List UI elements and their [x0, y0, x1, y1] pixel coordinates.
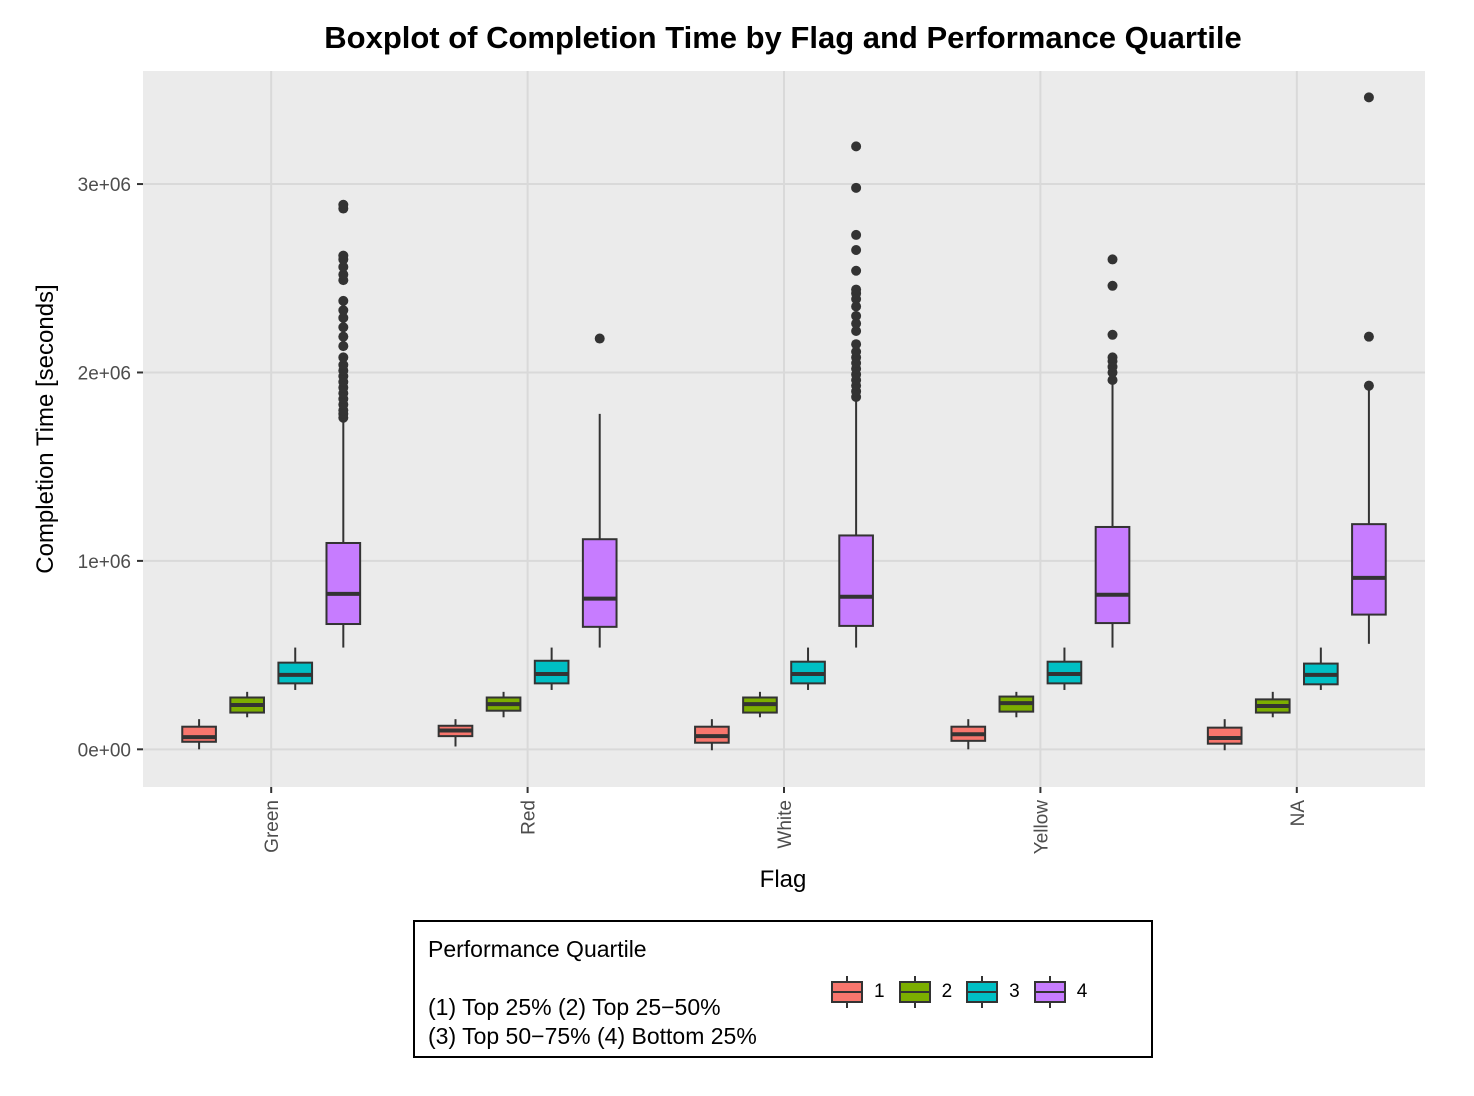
box-white-q1: [694, 719, 730, 751]
legend-key-label: 3: [1009, 981, 1020, 1002]
y-tick-label: 2e+06: [78, 363, 131, 384]
y-tick-label: 0e+00: [78, 740, 131, 761]
legend-key-label: 4: [1076, 981, 1088, 1002]
outlier-point: [1107, 329, 1118, 340]
legend-keys: 1 2 3 4: [829, 974, 1099, 1010]
outlier-point: [338, 305, 349, 316]
box-na-q2: [1254, 691, 1291, 718]
outlier-point: [1363, 380, 1374, 391]
outlier-point: [851, 141, 862, 152]
outlier-point: [1107, 280, 1118, 291]
outlier-point: [851, 339, 862, 350]
outlier-point: [594, 333, 605, 344]
y-tick-label: 1e+06: [78, 552, 131, 573]
legend-swatch: [898, 976, 931, 1008]
legend-note-line-1: (1) Top 25% (2) Top 25−50%: [428, 994, 721, 1020]
outlier-point: [851, 310, 862, 321]
box-na-q4: [1351, 92, 1387, 644]
box-body: [181, 725, 217, 743]
box-white-q3: [790, 647, 826, 690]
box-yellow-q3: [1046, 647, 1083, 690]
boxes: [181, 92, 1387, 751]
x-tick-label: Red: [519, 800, 540, 835]
box-white-q2: [742, 691, 778, 718]
outlier-point: [338, 359, 349, 370]
outlier-point: [851, 326, 862, 337]
box-red-q4: [581, 333, 618, 648]
outlier-point: [1363, 331, 1374, 342]
outlier-point: [851, 318, 862, 329]
box-green-q3: [277, 647, 314, 690]
box-na-q1: [1206, 719, 1243, 751]
legend-key-1: 1: [829, 974, 885, 1010]
x-tick-label: NA: [1288, 800, 1309, 827]
y-tick-label: 3e+06: [78, 175, 131, 196]
box-body: [1206, 726, 1243, 745]
legend-key-2: 2: [897, 974, 953, 1010]
box-body: [581, 538, 618, 628]
outlier-point: [338, 312, 349, 323]
legend-key-4: 4: [1032, 974, 1088, 1010]
legend-swatch: [966, 976, 999, 1008]
chart-title: Boxplot of Completion Time by Flag and P…: [324, 20, 1242, 55]
box-body: [1351, 523, 1387, 616]
boxplot-chart: Boxplot of Completion Time by Flag and P…: [32, 20, 1425, 893]
legend: Performance Quartile (1) Top 25% (2) Top…: [413, 920, 1153, 1058]
outlier-point: [851, 284, 862, 295]
x-tick-label: Yellow: [1031, 800, 1052, 855]
outlier-point: [338, 331, 349, 342]
box-yellow-q2: [998, 691, 1035, 718]
outlier-point: [851, 265, 862, 276]
x-axis-ticks: Green Red White Yellow NA: [262, 787, 1309, 854]
outlier-point: [851, 182, 862, 193]
box-yellow-q4: [1094, 254, 1131, 648]
outlier-point: [851, 229, 862, 240]
outlier-point: [1107, 254, 1118, 265]
legend-key-3: 3: [964, 974, 1020, 1010]
box-green-q2: [229, 691, 265, 718]
box-body: [1094, 525, 1131, 625]
box-na-q3: [1303, 647, 1339, 690]
outlier-point: [338, 352, 349, 363]
legend-note: (1) Top 25% (2) Top 25−50% (3) Top 50−75…: [428, 993, 757, 1051]
x-tick-label: White: [775, 800, 796, 849]
outlier-point: [338, 250, 349, 261]
legend-key-label: 1: [874, 981, 885, 1002]
x-axis-title: Flag: [760, 866, 807, 893]
box-body: [325, 541, 362, 626]
outlier-point: [338, 269, 349, 280]
box-red-q3: [533, 647, 570, 690]
outlier-point: [338, 295, 349, 306]
outlier-point: [851, 245, 862, 255]
y-axis-title: Completion Time [seconds]: [32, 284, 59, 573]
box-white-q4: [838, 141, 874, 648]
box-red-q2: [485, 691, 522, 718]
outlier-point: [1107, 352, 1118, 363]
outlier-point: [338, 261, 349, 272]
box-green-q1: [181, 719, 217, 750]
outlier-point: [338, 341, 349, 352]
outlier-point: [338, 322, 349, 333]
box-yellow-q1: [950, 719, 987, 750]
legend-swatch: [831, 976, 863, 1008]
legend-title: Performance Quartile: [428, 936, 647, 962]
box-green-q4: [325, 199, 362, 648]
legend-swatch: [1033, 976, 1066, 1008]
outlier-point: [1363, 92, 1374, 103]
y-axis-ticks: 0e+00 1e+06 2e+06 3e+06: [78, 175, 143, 761]
outlier-point: [338, 199, 349, 210]
legend-note-line-2: (3) Top 50−75% (4) Bottom 25%: [428, 1023, 757, 1049]
x-tick-label: Green: [262, 800, 283, 853]
box-body: [838, 534, 874, 627]
outlier-point: [851, 346, 862, 357]
legend-key-label: 2: [941, 981, 953, 1002]
outlier-point: [1107, 375, 1118, 386]
outlier-point: [851, 301, 862, 312]
box-red-q1: [437, 719, 474, 747]
